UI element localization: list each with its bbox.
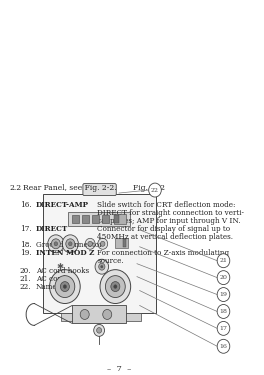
Circle shape [98, 238, 108, 249]
Bar [92, 215, 99, 223]
Circle shape [101, 266, 103, 268]
Text: INTEN MOD Z: INTEN MOD Z [36, 249, 95, 257]
Text: 21: 21 [219, 258, 228, 263]
Circle shape [66, 239, 75, 249]
Bar [82, 215, 89, 223]
Circle shape [217, 339, 230, 353]
Text: 2.2: 2.2 [9, 184, 21, 192]
Text: Slide switch for CRT deflection mode:: Slide switch for CRT deflection mode: [97, 201, 236, 209]
Circle shape [50, 270, 80, 303]
Bar [122, 239, 126, 247]
Circle shape [100, 270, 131, 303]
Circle shape [105, 276, 125, 297]
Bar [68, 212, 130, 226]
Text: 18.: 18. [20, 241, 31, 249]
Circle shape [54, 242, 58, 246]
Text: DIRECT for straight connection to verti-: DIRECT for straight connection to verti- [97, 209, 244, 217]
Bar [102, 215, 109, 223]
Circle shape [217, 271, 230, 285]
Circle shape [103, 309, 112, 320]
Text: AC cord hooks: AC cord hooks [36, 267, 89, 274]
Text: Rear Panel, see Fig. 2-2.: Rear Panel, see Fig. 2-2. [23, 184, 117, 192]
Circle shape [217, 321, 230, 335]
Text: 16: 16 [220, 344, 227, 349]
Text: source.: source. [97, 257, 124, 265]
Circle shape [114, 285, 117, 288]
Text: 17.: 17. [20, 225, 31, 233]
Circle shape [97, 328, 102, 333]
Circle shape [85, 238, 95, 249]
Text: Nameplate: Nameplate [36, 283, 76, 291]
Circle shape [68, 242, 72, 246]
FancyBboxPatch shape [83, 184, 116, 195]
Circle shape [94, 324, 105, 336]
Circle shape [60, 282, 69, 291]
Text: 22: 22 [151, 188, 159, 193]
Bar [114, 214, 126, 224]
Circle shape [149, 183, 161, 197]
Circle shape [51, 239, 60, 249]
Text: ✱: ✱ [56, 262, 63, 271]
Circle shape [217, 254, 230, 268]
Circle shape [111, 282, 120, 291]
Circle shape [95, 259, 109, 274]
Circle shape [99, 263, 105, 270]
Bar [115, 215, 119, 223]
Text: 450MHz at vertical deflection plates.: 450MHz at vertical deflection plates. [97, 233, 233, 241]
Text: –  7  –: – 7 – [107, 365, 131, 373]
Text: DIRECT: DIRECT [36, 225, 68, 233]
Circle shape [55, 276, 75, 297]
Bar [115, 238, 128, 248]
Text: 20: 20 [219, 275, 228, 280]
Text: Fig.  2-2: Fig. 2-2 [133, 184, 165, 192]
Text: 22.: 22. [20, 283, 31, 291]
Circle shape [80, 309, 89, 320]
Text: 19: 19 [219, 292, 228, 297]
Bar [43, 194, 156, 314]
Text: cal plates; AMP for input through V IN.: cal plates; AMP for input through V IN. [97, 217, 241, 225]
Text: 18: 18 [219, 309, 228, 314]
Circle shape [101, 241, 105, 246]
Text: DIRECT-AMP: DIRECT-AMP [36, 201, 89, 209]
Text: Connector for display of signal up to: Connector for display of signal up to [97, 225, 230, 233]
Circle shape [62, 235, 78, 253]
Circle shape [217, 304, 230, 318]
Bar [72, 215, 79, 223]
Circle shape [63, 285, 67, 288]
Text: 21.: 21. [20, 274, 31, 283]
Bar [72, 306, 126, 323]
Text: 19.: 19. [20, 249, 31, 257]
Circle shape [88, 241, 92, 246]
Bar [61, 314, 78, 321]
Text: Ground connector: Ground connector [36, 241, 102, 249]
Text: 16.: 16. [20, 201, 31, 209]
Text: 20.: 20. [20, 267, 31, 274]
Text: 17: 17 [219, 326, 228, 331]
Circle shape [48, 235, 64, 253]
Bar [124, 314, 140, 321]
Text: AC cord: AC cord [36, 274, 65, 283]
Text: For connection to Z-axis modulating: For connection to Z-axis modulating [97, 249, 229, 257]
Circle shape [217, 288, 230, 302]
